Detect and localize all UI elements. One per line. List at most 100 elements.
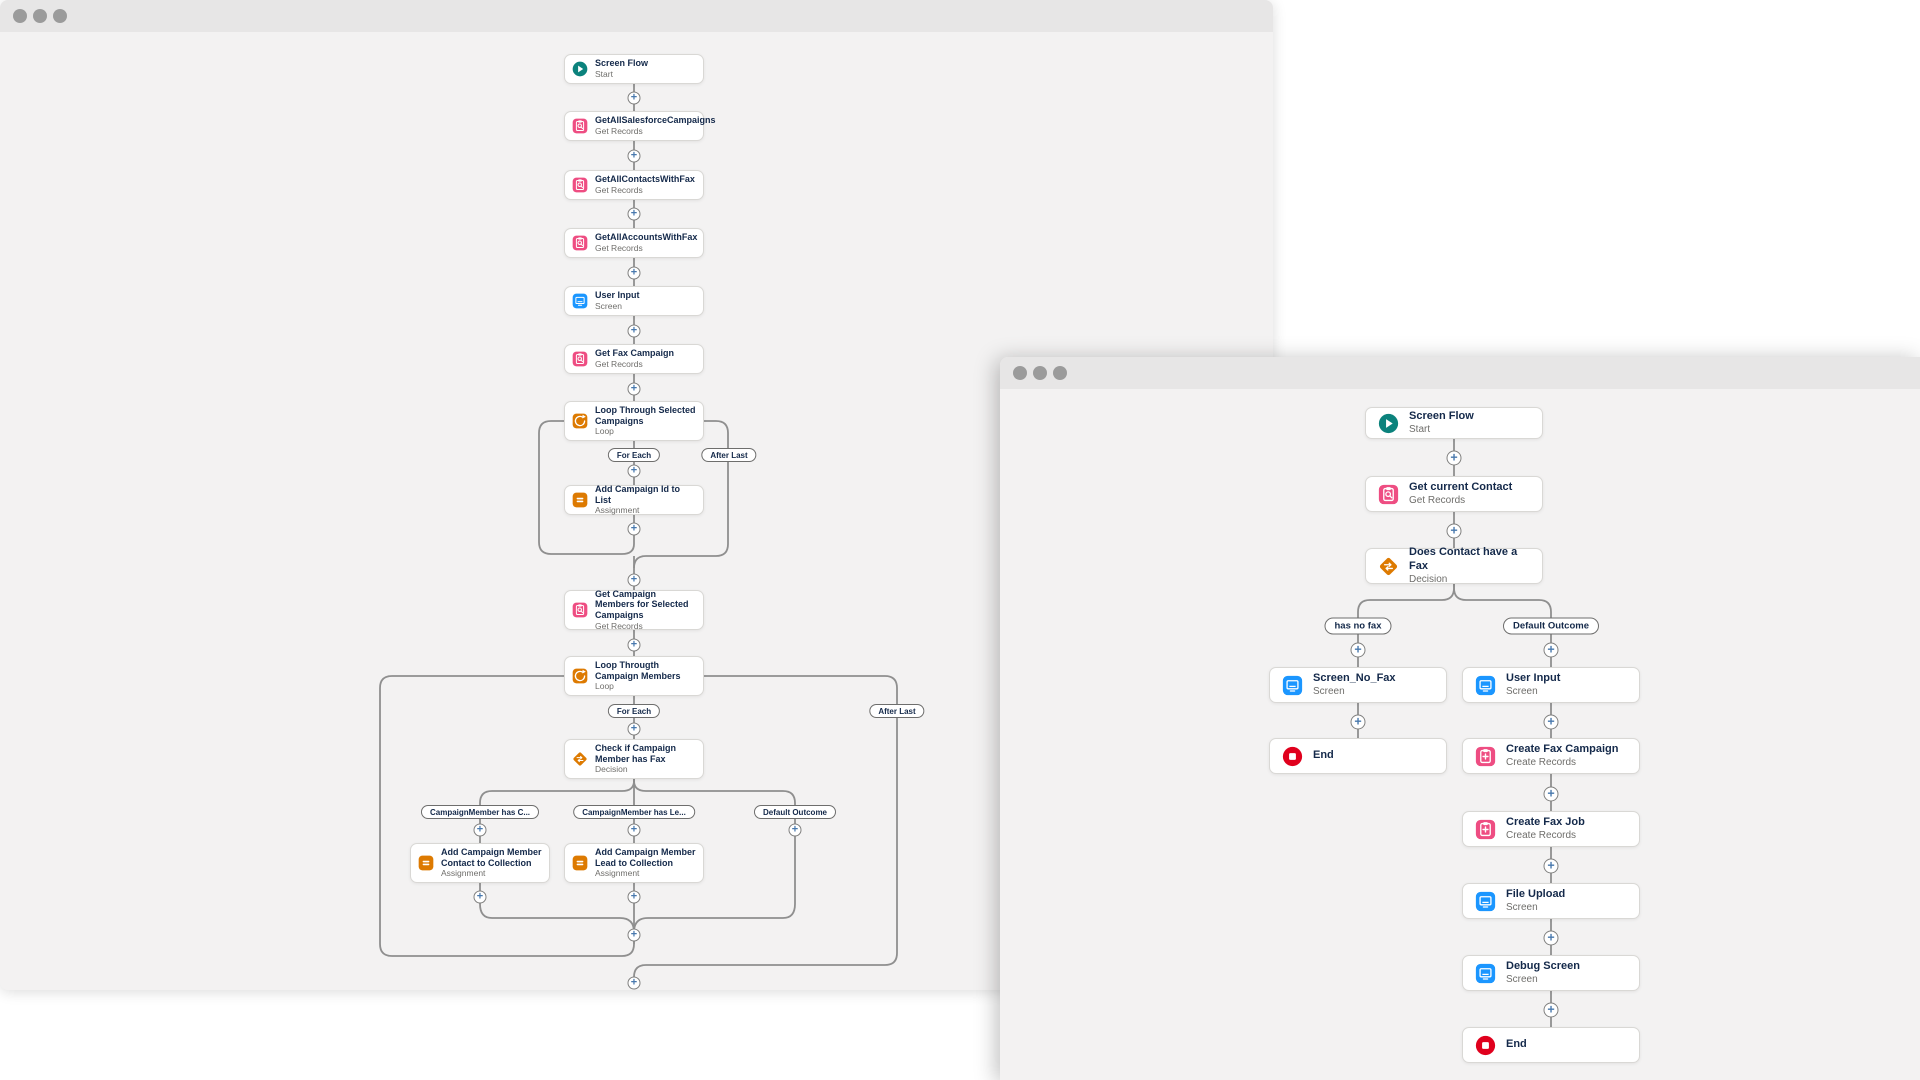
- window-titlebar[interactable]: [0, 0, 1273, 32]
- node-title: Get current Contact: [1409, 480, 1513, 493]
- add-element-button[interactable]: +: [473, 890, 487, 904]
- add-element-button[interactable]: +: [627, 976, 641, 990]
- branch-label-campaignmember-has-c: CampaignMember has C...: [420, 805, 540, 819]
- window-control-dot[interactable]: [13, 9, 27, 23]
- node-title: Loop Through Selected Campaigns: [595, 404, 696, 426]
- node-subtitle: Screen: [1506, 902, 1538, 914]
- flow-node-create-fax-campaign[interactable]: Create Fax Campaign Create Records: [1462, 738, 1640, 774]
- add-element-button[interactable]: +: [788, 823, 802, 837]
- node-text: Screen_No_Fax Screen: [1313, 672, 1396, 698]
- add-element-button[interactable]: +: [1350, 714, 1366, 730]
- add-element-button[interactable]: +: [473, 823, 487, 837]
- flow-node-loop-througth-campaign-members[interactable]: Loop Througth Campaign Members Loop: [564, 656, 704, 696]
- node-text: End: [1313, 749, 1334, 762]
- flow-node-screen-flow[interactable]: Screen Flow Start: [564, 54, 704, 84]
- window-control-dot[interactable]: [53, 9, 67, 23]
- node-text: User Input Screen: [595, 290, 640, 311]
- node-text: GetAllContactsWithFax Get Records: [595, 174, 695, 195]
- flow-node-getallaccountswithfax[interactable]: GetAllAccountsWithFax Get Records: [564, 228, 704, 258]
- node-text: Screen Flow Start: [595, 58, 648, 79]
- window-titlebar[interactable]: [1000, 357, 1920, 389]
- add-element-button[interactable]: +: [627, 266, 641, 280]
- decision-icon: [572, 751, 588, 767]
- add-element-button[interactable]: +: [627, 149, 641, 163]
- add-element-button[interactable]: +: [1446, 523, 1462, 539]
- add-element-button[interactable]: +: [1446, 450, 1462, 466]
- add-element-button[interactable]: +: [627, 382, 641, 396]
- flow-canvas[interactable]: Screen Flow Start Get current Contact Get R…: [1000, 357, 1920, 1080]
- assignment-icon: [572, 492, 588, 508]
- flow-node-does-contact-have-a-fax[interactable]: Does Contact have a Fax Decision: [1365, 546, 1543, 585]
- node-subtitle: Get Records: [595, 185, 643, 196]
- node-subtitle: Assignment: [595, 505, 640, 516]
- node-title: User Input: [1506, 671, 1561, 684]
- flow-node-add-campaign-id-to-list[interactable]: Add Campaign Id to List Assignment: [564, 484, 704, 516]
- flow-node-file-upload[interactable]: File Upload Screen: [1462, 883, 1640, 919]
- add-element-button[interactable]: +: [1543, 642, 1559, 658]
- node-title: Screen Flow: [1409, 409, 1474, 422]
- window-control-dot[interactable]: [33, 9, 47, 23]
- flow-node-create-fax-job[interactable]: Create Fax Job Create Records: [1462, 811, 1640, 847]
- flow-node-user-input[interactable]: User Input Screen: [564, 286, 704, 316]
- node-title: Does Contact have a Fax: [1409, 546, 1518, 572]
- add-element-button[interactable]: +: [627, 890, 641, 904]
- add-element-button[interactable]: +: [627, 722, 641, 736]
- node-text: Screen Flow Start: [1409, 410, 1474, 436]
- start-icon: [572, 61, 588, 77]
- flow-node-getallsalesforcecampaigns[interactable]: GetAllSalesforceCampaigns Get Records: [564, 111, 716, 141]
- get-records-icon: [572, 118, 588, 134]
- add-element-button[interactable]: +: [1543, 1002, 1559, 1018]
- node-title: GetAllContactsWithFax: [595, 174, 695, 185]
- window-control-dot[interactable]: [1013, 366, 1027, 380]
- flow-node-screen-flow[interactable]: Screen Flow Start: [1365, 407, 1543, 439]
- add-element-button[interactable]: +: [627, 638, 641, 652]
- node-title: Add Campaign Member Contact to Collectio…: [441, 846, 542, 868]
- add-element-button[interactable]: +: [627, 573, 641, 587]
- window-control-dot[interactable]: [1033, 366, 1047, 380]
- node-subtitle: Get Records: [595, 620, 643, 631]
- flow-node-end[interactable]: End: [1269, 738, 1447, 774]
- flow-connector-lines: [1357, 439, 1552, 1027]
- flow-node-add-campaign-member-lead-to-collection[interactable]: Add Campaign Member Lead to Collection As…: [564, 843, 704, 883]
- node-text: File Upload Screen: [1506, 888, 1565, 914]
- add-element-button[interactable]: +: [627, 928, 641, 942]
- add-element-button[interactable]: +: [1350, 642, 1366, 658]
- flow-node-debug-screen[interactable]: Debug Screen Screen: [1462, 955, 1640, 991]
- add-element-button[interactable]: +: [627, 207, 641, 221]
- add-element-button[interactable]: +: [627, 91, 641, 105]
- get-records-icon: [572, 602, 588, 618]
- add-element-button[interactable]: +: [627, 522, 641, 536]
- get-records-icon: [572, 351, 588, 367]
- node-title: Loop Througth Campaign Members: [595, 659, 681, 681]
- node-text: GetAllSalesforceCampaigns Get Records: [595, 115, 716, 136]
- flow-window-left: Screen Flow Start GetAllSalesforceCampaign…: [0, 0, 1273, 990]
- flow-node-get-fax-campaign[interactable]: Get Fax Campaign Get Records: [564, 344, 704, 374]
- screen-icon: [572, 293, 588, 309]
- add-element-button[interactable]: +: [627, 464, 641, 478]
- node-text: Get Campaign Members for Selected Campai…: [595, 589, 696, 632]
- add-element-button[interactable]: +: [1543, 714, 1559, 730]
- node-subtitle: Assignment: [441, 868, 486, 879]
- flow-node-loop-through-selected-campaigns[interactable]: Loop Through Selected Campaigns Loop: [564, 401, 704, 441]
- node-subtitle: Start: [1409, 424, 1431, 436]
- add-element-button[interactable]: +: [1543, 786, 1559, 802]
- get-records-icon: [1378, 484, 1399, 505]
- add-element-button[interactable]: +: [627, 823, 641, 837]
- flow-canvas[interactable]: Screen Flow Start GetAllSalesforceCampaign…: [0, 0, 1273, 990]
- add-element-button[interactable]: +: [627, 324, 641, 338]
- add-element-button[interactable]: +: [1543, 858, 1559, 874]
- flow-node-screen-no-fax[interactable]: Screen_No_Fax Screen: [1269, 667, 1447, 703]
- flow-node-end[interactable]: End: [1462, 1027, 1640, 1063]
- node-subtitle: Screen: [1506, 686, 1538, 698]
- window-control-dot[interactable]: [1053, 366, 1067, 380]
- node-text: Check if Campaign Member has Fax Decision: [595, 743, 696, 775]
- flow-node-add-campaign-member-contact-to-collection[interactable]: Add Campaign Member Contact to Collectio…: [410, 843, 550, 883]
- flow-node-get-campaign-members-for-selected-campaigns[interactable]: Get Campaign Members for Selected Campai…: [564, 589, 704, 632]
- flow-node-get-current-contact[interactable]: Get current Contact Get Records: [1365, 476, 1543, 512]
- add-element-button[interactable]: +: [1543, 930, 1559, 946]
- flow-node-check-if-campaign-member-has-fax[interactable]: Check if Campaign Member has Fax Decision: [564, 739, 704, 779]
- node-subtitle: Create Records: [1506, 830, 1577, 842]
- node-title: GetAllSalesforceCampaigns: [595, 115, 716, 126]
- flow-node-getallcontactswithfax[interactable]: GetAllContactsWithFax Get Records: [564, 170, 704, 200]
- flow-node-user-input[interactable]: User Input Screen: [1462, 667, 1640, 703]
